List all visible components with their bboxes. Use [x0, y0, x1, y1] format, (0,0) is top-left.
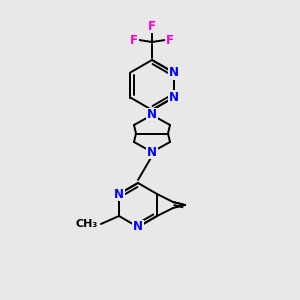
- Text: N: N: [169, 91, 179, 104]
- Text: N: N: [147, 146, 157, 158]
- Text: N: N: [147, 109, 157, 122]
- Text: F: F: [130, 34, 138, 46]
- Text: F: F: [166, 34, 174, 46]
- Text: N: N: [169, 66, 179, 79]
- Text: N: N: [133, 220, 143, 233]
- Text: CH₃: CH₃: [76, 219, 98, 229]
- Text: F: F: [148, 20, 156, 32]
- Text: N: N: [114, 188, 124, 200]
